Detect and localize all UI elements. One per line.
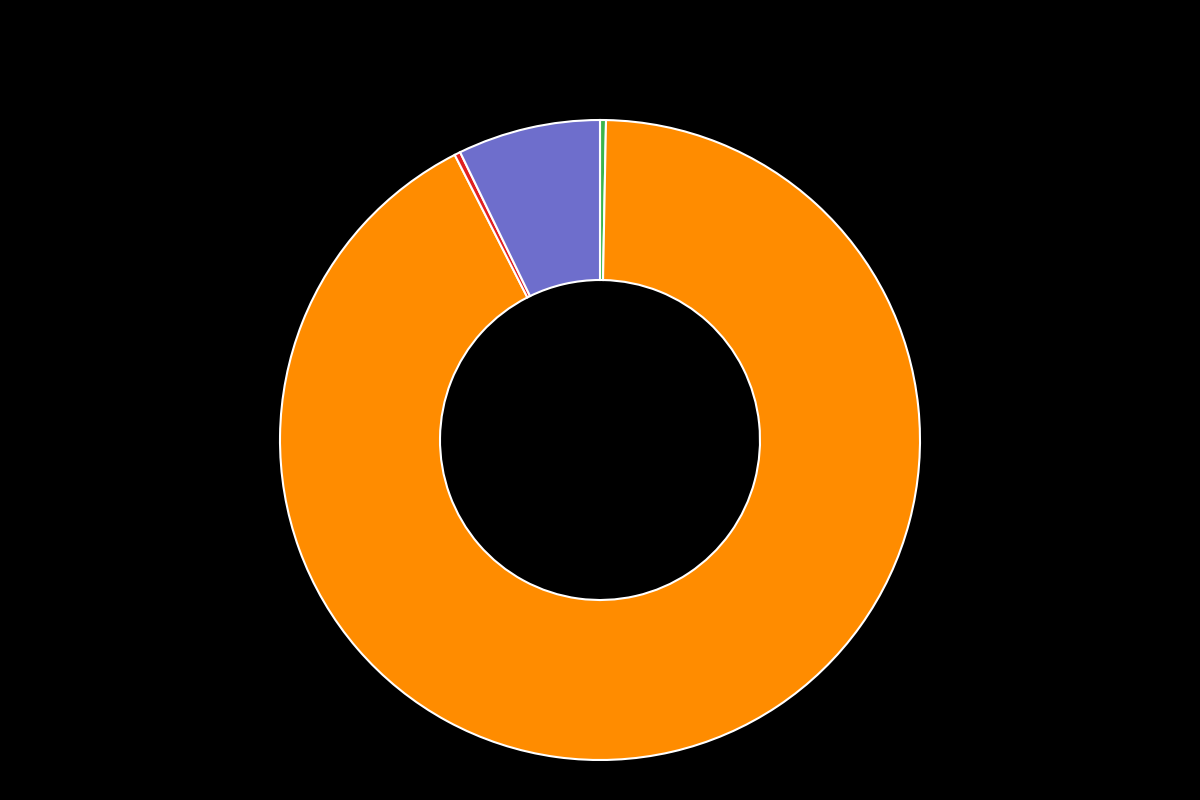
Wedge shape bbox=[460, 120, 600, 296]
Wedge shape bbox=[280, 120, 920, 760]
Wedge shape bbox=[600, 120, 606, 280]
Wedge shape bbox=[455, 152, 530, 298]
